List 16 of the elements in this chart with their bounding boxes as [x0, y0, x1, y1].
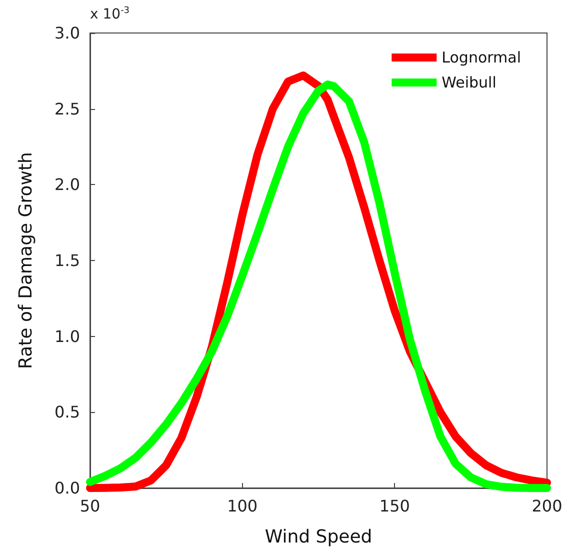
legend-label: Weibull — [442, 74, 496, 92]
x-axis-title: Wind Speed — [264, 526, 372, 548]
y-tick-label: 1.0 — [54, 326, 80, 346]
legend-label: Lognormal — [442, 48, 522, 66]
y-tick-label: 2.0 — [54, 175, 80, 194]
y-tick-label: 3.0 — [54, 24, 80, 42]
x-tick-label: 200 — [532, 496, 562, 516]
y-tick-label: 0.5 — [54, 402, 80, 422]
x-tick-label: 100 — [227, 496, 258, 516]
y-tick-label: 2.5 — [54, 99, 80, 118]
x-tick-label: 50 — [80, 496, 100, 516]
y-tick-label: 1.5 — [54, 251, 80, 270]
y-axis-title: Rate of Damage Growth — [16, 152, 36, 369]
text: x 10$^{-3}$ — [90, 6, 130, 23]
x-tick-label: 150 — [379, 496, 410, 516]
y-tick-label: 0.0 — [54, 478, 80, 498]
